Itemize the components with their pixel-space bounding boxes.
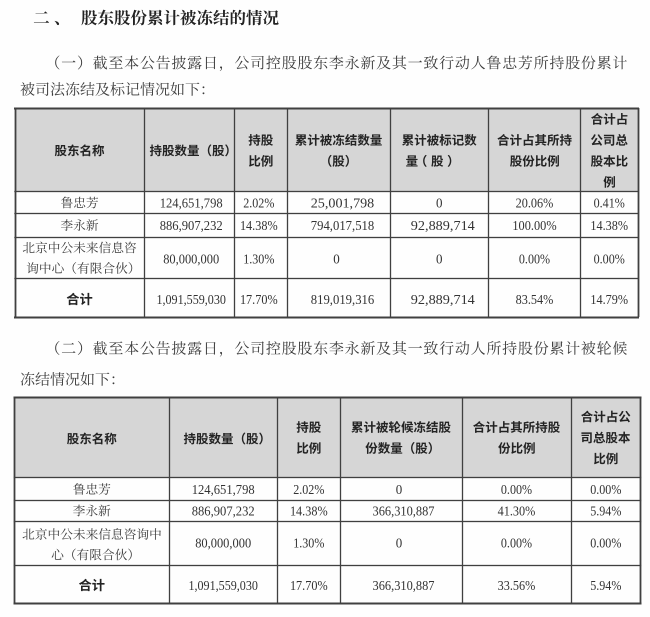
svg-text:1,091,559,030: 1,091,559,030 xyxy=(156,292,226,307)
svg-text:124,651,798: 124,651,798 xyxy=(160,195,223,210)
svg-text:1,091,559,030: 1,091,559,030 xyxy=(188,578,258,593)
svg-text:2.02%: 2.02% xyxy=(293,482,325,497)
svg-text:366,310,887: 366,310,887 xyxy=(373,578,435,593)
svg-text:80,000,000: 80,000,000 xyxy=(195,535,251,550)
svg-text:0: 0 xyxy=(333,251,340,266)
svg-text:1.30%: 1.30% xyxy=(243,251,275,266)
svg-text:0.00%: 0.00% xyxy=(501,535,533,550)
svg-text:0: 0 xyxy=(396,482,403,497)
svg-text:5.94%: 5.94% xyxy=(590,503,622,518)
svg-text:2.02%: 2.02% xyxy=(243,195,275,210)
svg-text:886,907,232: 886,907,232 xyxy=(160,218,223,233)
svg-text:17.70%: 17.70% xyxy=(240,292,278,307)
svg-text:0.00%: 0.00% xyxy=(594,251,626,266)
svg-text:0: 0 xyxy=(396,535,403,550)
svg-text:80,000,000: 80,000,000 xyxy=(163,251,219,266)
svg-text:0: 0 xyxy=(436,195,443,210)
svg-text:366,310,887: 366,310,887 xyxy=(373,503,435,518)
svg-text:0.41%: 0.41% xyxy=(594,195,626,210)
svg-text:14.38%: 14.38% xyxy=(590,218,628,233)
svg-text:33.56%: 33.56% xyxy=(498,578,536,593)
svg-text:92,889,714: 92,889,714 xyxy=(411,218,475,233)
svg-text:794,017,518: 794,017,518 xyxy=(311,218,375,233)
svg-text:14.38%: 14.38% xyxy=(240,218,278,233)
svg-text:0.00%: 0.00% xyxy=(590,535,622,550)
svg-text:17.70%: 17.70% xyxy=(290,578,328,593)
svg-text:100.00%: 100.00% xyxy=(512,218,557,233)
svg-text:41.30%: 41.30% xyxy=(498,503,536,518)
svg-text:0: 0 xyxy=(436,251,443,266)
svg-text:886,907,232: 886,907,232 xyxy=(192,503,255,518)
svg-text:14.79%: 14.79% xyxy=(590,292,628,307)
svg-text:1.30%: 1.30% xyxy=(293,535,325,550)
svg-text:819,019,316: 819,019,316 xyxy=(311,292,375,307)
svg-text:20.06%: 20.06% xyxy=(516,195,554,210)
svg-text:124,651,798: 124,651,798 xyxy=(192,482,255,497)
svg-text:25,001,798: 25,001,798 xyxy=(311,195,375,210)
svg-text:92,889,714: 92,889,714 xyxy=(411,292,475,307)
svg-text:83.54%: 83.54% xyxy=(516,292,554,307)
svg-text:0.00%: 0.00% xyxy=(590,482,622,497)
svg-text:5.94%: 5.94% xyxy=(590,578,622,593)
svg-text:0.00%: 0.00% xyxy=(519,251,551,266)
svg-text:0.00%: 0.00% xyxy=(501,482,533,497)
svg-text:14.38%: 14.38% xyxy=(290,503,328,518)
